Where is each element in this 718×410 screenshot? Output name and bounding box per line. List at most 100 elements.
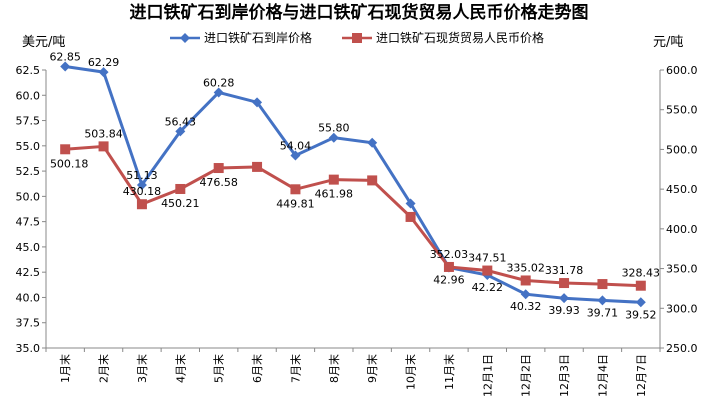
right-tick-label: 300.0 bbox=[666, 302, 698, 315]
left-tick-label: 60.0 bbox=[16, 89, 41, 102]
rmb-price-point bbox=[290, 184, 301, 195]
rmb-price-point bbox=[213, 163, 224, 174]
ore-price-data-label: 55.80 bbox=[318, 122, 350, 135]
ore-price-data-label: 51.13 bbox=[126, 169, 158, 182]
right-axis-unit: 元/吨 bbox=[653, 35, 683, 50]
rmb-price-point bbox=[597, 279, 608, 290]
legend-marker-square bbox=[352, 33, 362, 43]
rmb-price-line bbox=[65, 144, 641, 288]
rmb-price-point bbox=[482, 265, 493, 276]
left-tick-label: 35.0 bbox=[16, 342, 41, 355]
x-category-label: 12月3日 bbox=[558, 354, 571, 397]
ore-price-data-label: 62.29 bbox=[88, 56, 120, 69]
ore-price-point bbox=[405, 198, 416, 209]
x-category-label: 9月末 bbox=[365, 354, 379, 383]
left-tick-label: 42.5 bbox=[16, 266, 41, 279]
ore-price-point bbox=[175, 126, 186, 137]
right-tick-label: 250.0 bbox=[666, 342, 698, 355]
ore-price-data-label: 39.93 bbox=[548, 304, 580, 317]
legend: 进口铁矿石到岸价格 进口铁矿石现货贸易人民币价格 bbox=[170, 30, 544, 45]
x-category-label: 5月末 bbox=[212, 354, 226, 383]
rmb-price-data-label: 347.51 bbox=[468, 252, 507, 265]
right-tick-label: 450.0 bbox=[666, 183, 698, 196]
right-tick-label: 350.0 bbox=[666, 263, 698, 276]
rmb-price-point bbox=[559, 278, 570, 289]
legend-marker-diamond bbox=[180, 33, 190, 43]
left-tick-label: 37.5 bbox=[16, 317, 41, 330]
rmb-price-data-label: 335.02 bbox=[506, 261, 545, 274]
rmb-price-point bbox=[405, 211, 416, 222]
x-category-label: 6月末 bbox=[250, 354, 264, 383]
ore-price-data-label: 42.22 bbox=[472, 281, 504, 294]
left-tick-label: 47.5 bbox=[16, 216, 41, 229]
ore-price-point bbox=[136, 179, 147, 190]
right-tick-label: 400.0 bbox=[666, 223, 698, 236]
rmb-price-data-label: 328.43 bbox=[622, 267, 661, 280]
x-category-label: 10月末 bbox=[404, 354, 418, 390]
ore-price-data-label: 40.32 bbox=[510, 300, 542, 313]
x-category-label: 8月末 bbox=[327, 354, 341, 383]
left-tick-label: 62.5 bbox=[16, 64, 41, 77]
rmb-price-data-label: 503.84 bbox=[84, 127, 123, 140]
rmb-price-point bbox=[136, 199, 147, 210]
left-axis-unit: 美元/吨 bbox=[22, 35, 65, 50]
rmb-price-point bbox=[98, 141, 109, 152]
x-category-label: 7月末 bbox=[288, 354, 302, 383]
ore-price-point bbox=[559, 293, 570, 304]
ore-price-point bbox=[252, 97, 263, 108]
left-tick-label: 50.0 bbox=[16, 190, 41, 203]
rmb-price-data-label: 352.03 bbox=[430, 248, 469, 261]
ore-price-point bbox=[98, 67, 109, 78]
ore-price-point bbox=[213, 87, 224, 98]
rmb-price-data-label: 331.78 bbox=[545, 264, 584, 277]
left-tick-label: 45.0 bbox=[16, 241, 41, 254]
right-tick-label: 500.0 bbox=[666, 143, 698, 156]
ore-price-point bbox=[290, 150, 301, 161]
rmb-price-point bbox=[367, 175, 378, 186]
ore-price-data-label: 60.28 bbox=[203, 76, 235, 89]
x-category-label: 3月末 bbox=[135, 354, 149, 383]
legend-label-ore-price: 进口铁矿石到岸价格 bbox=[204, 30, 312, 45]
left-tick-label: 40.0 bbox=[16, 291, 41, 304]
left-tick-label: 57.5 bbox=[16, 115, 41, 128]
rmb-price-point bbox=[252, 161, 263, 172]
rmb-price-point bbox=[635, 280, 646, 291]
right-tick-label: 600.0 bbox=[666, 64, 698, 77]
rmb-price-data-label: 500.18 bbox=[50, 157, 89, 170]
x-category-label: 4月末 bbox=[173, 354, 187, 383]
rmb-price-point bbox=[443, 261, 454, 272]
ore-price-point bbox=[597, 295, 608, 306]
rmb-price-data-label: 461.98 bbox=[315, 188, 354, 201]
ore-price-data-label: 54.04 bbox=[280, 140, 312, 153]
rmb-price-point bbox=[60, 144, 71, 155]
x-category-label: 11月末 bbox=[442, 354, 456, 390]
rmb-price-data-label: 430.18 bbox=[123, 185, 162, 198]
ore-price-data-label: 62.85 bbox=[49, 50, 81, 63]
ore-price-line bbox=[64, 65, 641, 304]
x-category-label: 2月末 bbox=[97, 354, 111, 383]
right-tick-label: 550.0 bbox=[666, 104, 698, 117]
x-category-label: 12月7日 bbox=[635, 354, 648, 397]
rmb-price-point bbox=[175, 183, 186, 194]
x-category-label: 12月4日 bbox=[596, 354, 609, 397]
legend-label-rmb-price: 进口铁矿石现货贸易人民币价格 bbox=[376, 30, 544, 45]
ore-price-point bbox=[328, 132, 339, 143]
x-category-label: 12月1日 bbox=[481, 354, 494, 397]
rmb-price-point bbox=[520, 275, 531, 286]
ore-price-data-label: 39.71 bbox=[587, 306, 619, 319]
rmb-price-data-label: 449.81 bbox=[276, 197, 315, 210]
x-category-label: 1月末 bbox=[58, 354, 72, 383]
ore-price-point bbox=[60, 61, 71, 72]
left-tick-label: 55.0 bbox=[16, 140, 41, 153]
x-category-label: 12月2日 bbox=[520, 354, 533, 397]
rmb-price-point bbox=[328, 174, 339, 185]
ore-price-point bbox=[635, 297, 646, 308]
left-tick-label: 52.5 bbox=[16, 165, 41, 178]
ore-price-point bbox=[520, 289, 531, 300]
chart-title: 进口铁矿石到岸价格与进口铁矿石现货贸易人民币价格走势图 bbox=[130, 2, 589, 23]
ore-price-point bbox=[367, 137, 378, 148]
rmb-price-data-label: 450.21 bbox=[161, 197, 200, 210]
rmb-price-data-label: 476.58 bbox=[199, 176, 238, 189]
ore-price-data-label: 56.43 bbox=[165, 115, 197, 128]
